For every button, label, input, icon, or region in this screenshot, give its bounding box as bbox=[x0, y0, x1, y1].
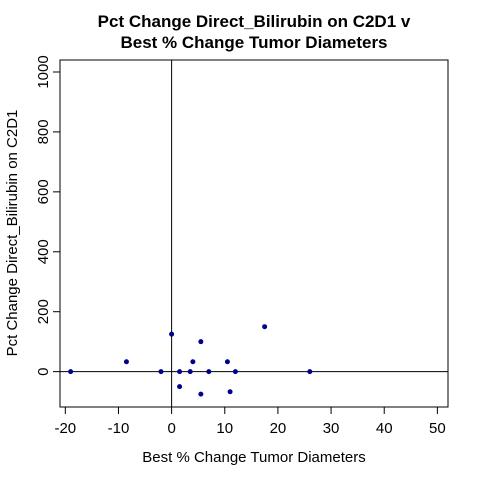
data-point bbox=[187, 369, 193, 375]
x-tick-label: 20 bbox=[270, 420, 287, 437]
x-tick-label: 0 bbox=[167, 420, 175, 437]
data-point bbox=[232, 369, 238, 375]
data-point bbox=[198, 339, 204, 345]
data-point bbox=[227, 389, 233, 395]
x-tick-label: -20 bbox=[54, 420, 76, 437]
y-axis: 0 200 400 600 800 1000 bbox=[35, 55, 60, 376]
y-tick-label: 0 bbox=[35, 367, 52, 375]
x-tick-label: 10 bbox=[216, 420, 233, 437]
chart-title-line-2: Best % Change Tumor Diameters bbox=[120, 33, 387, 52]
data-point bbox=[262, 324, 268, 330]
data-point bbox=[169, 331, 175, 337]
data-point bbox=[198, 391, 204, 397]
data-point bbox=[307, 369, 313, 375]
data-point bbox=[177, 369, 183, 375]
x-tick-label: 50 bbox=[429, 420, 446, 437]
x-tick-label: 40 bbox=[376, 420, 393, 437]
x-tick-label: -10 bbox=[108, 420, 130, 437]
data-point bbox=[68, 369, 74, 375]
data-point bbox=[177, 384, 183, 390]
data-point bbox=[158, 369, 164, 375]
reference-lines bbox=[60, 60, 448, 407]
data-points bbox=[68, 324, 313, 397]
data-point bbox=[190, 359, 196, 365]
y-tick-label: 600 bbox=[35, 179, 52, 204]
y-tick-label: 400 bbox=[35, 239, 52, 264]
data-point bbox=[206, 369, 212, 375]
data-point bbox=[123, 359, 129, 365]
plot-frame bbox=[59, 59, 449, 408]
y-tick-label: 1000 bbox=[35, 55, 52, 88]
y-tick-label: 200 bbox=[35, 299, 52, 324]
y-tick-label: 800 bbox=[35, 119, 52, 144]
x-axis: -20 -10 0 10 20 30 40 50 bbox=[54, 407, 446, 437]
y-axis-label: Pct Change Direct_Bilirubin on C2D1 bbox=[4, 110, 21, 357]
x-tick-label: 30 bbox=[323, 420, 340, 437]
data-point bbox=[224, 359, 230, 365]
x-axis-label: Best % Change Tumor Diameters bbox=[142, 449, 365, 466]
chart-title-line-1: Pct Change Direct_Bilirubin on C2D1 v bbox=[98, 12, 411, 31]
